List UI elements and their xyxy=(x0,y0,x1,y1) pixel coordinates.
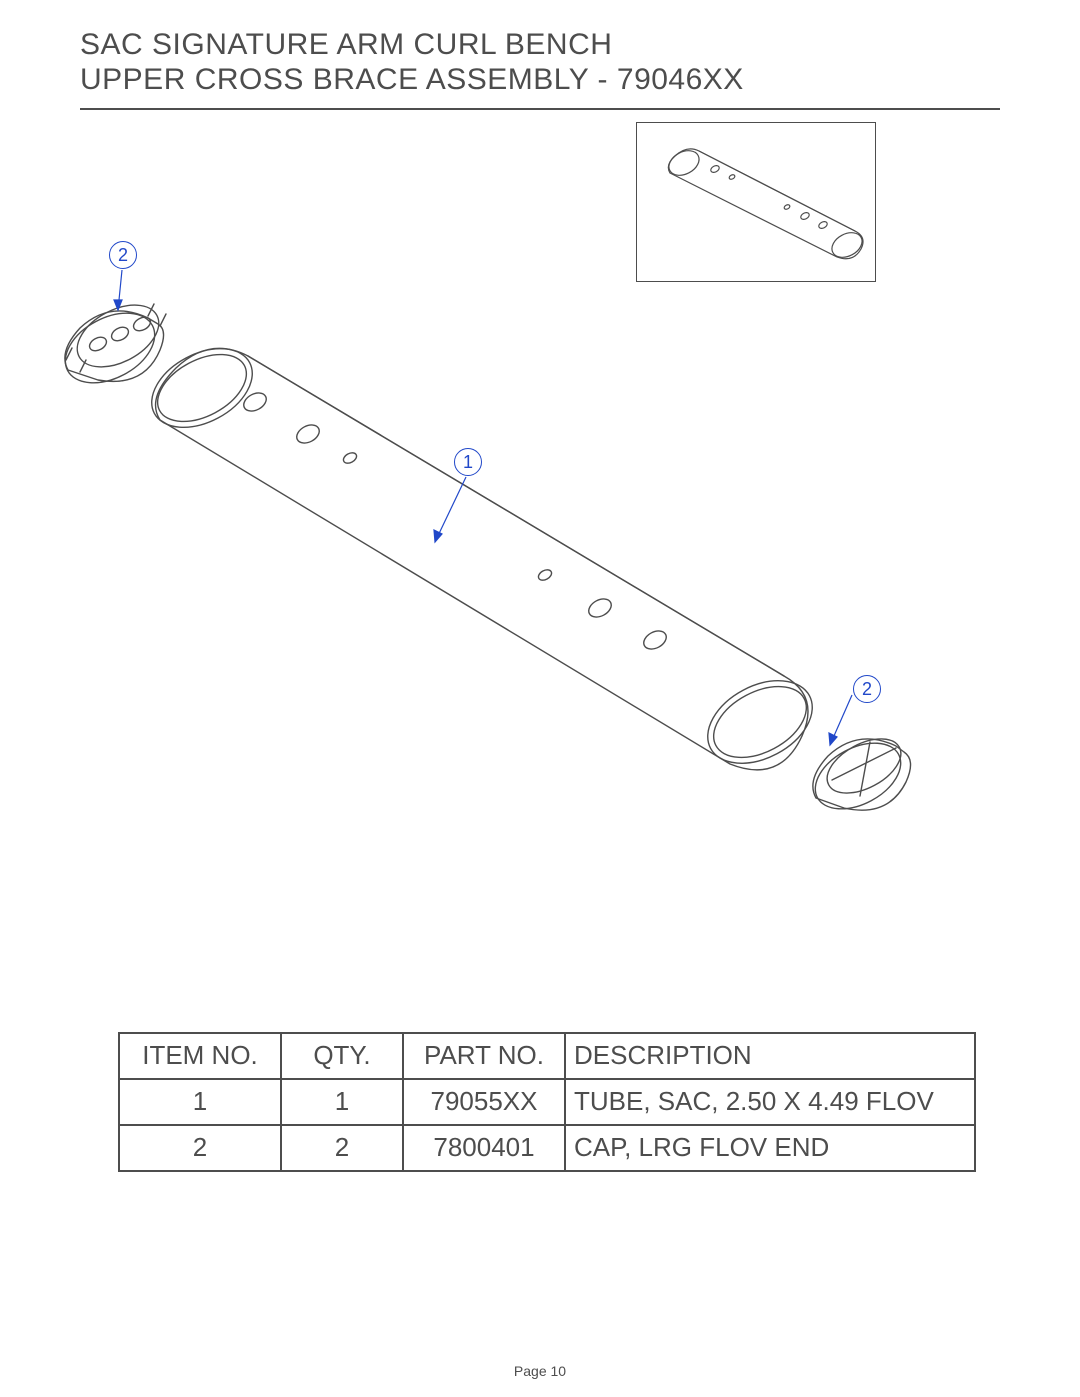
col-qty: QTY. xyxy=(281,1033,403,1079)
callout-label: 2 xyxy=(862,679,872,699)
cell-part: 7800401 xyxy=(403,1125,565,1171)
cell-part: 79055XX xyxy=(403,1079,565,1125)
parts-table: ITEM NO. QTY. PART NO. DESCRIPTION 1 1 7… xyxy=(118,1032,976,1172)
callout-label: 1 xyxy=(463,452,473,472)
title-line-2: UPPER CROSS BRACE ASSEMBLY - 79046XX xyxy=(80,63,744,98)
col-item-no: ITEM NO. xyxy=(119,1033,281,1079)
exploded-svg xyxy=(40,240,940,880)
col-desc: DESCRIPTION xyxy=(565,1033,975,1079)
cell-qty: 2 xyxy=(281,1125,403,1171)
exploded-drawing xyxy=(40,240,940,880)
cell-desc: CAP, LRG FLOV END xyxy=(565,1125,975,1171)
page-number: Page 10 xyxy=(0,1363,1080,1379)
cell-qty: 1 xyxy=(281,1079,403,1125)
cell-item: 2 xyxy=(119,1125,281,1171)
callout-label: 2 xyxy=(118,245,128,265)
callout-balloon-1: 1 xyxy=(454,448,482,476)
page: SAC SIGNATURE ARM CURL BENCH UPPER CROSS… xyxy=(0,0,1080,1397)
cell-desc: TUBE, SAC, 2.50 X 4.49 FLOV xyxy=(565,1079,975,1125)
table-row: 2 2 7800401 CAP, LRG FLOV END xyxy=(119,1125,975,1171)
title-line-1: SAC SIGNATURE ARM CURL BENCH xyxy=(80,28,744,63)
callout-balloon-2-top: 2 xyxy=(109,241,137,269)
table-row: 1 1 79055XX TUBE, SAC, 2.50 X 4.49 FLOV xyxy=(119,1079,975,1125)
callout-balloon-2-bottom: 2 xyxy=(853,675,881,703)
page-title-block: SAC SIGNATURE ARM CURL BENCH UPPER CROSS… xyxy=(80,28,744,97)
title-rule xyxy=(80,108,1000,110)
cell-item: 1 xyxy=(119,1079,281,1125)
table-header-row: ITEM NO. QTY. PART NO. DESCRIPTION xyxy=(119,1033,975,1079)
col-part-no: PART NO. xyxy=(403,1033,565,1079)
